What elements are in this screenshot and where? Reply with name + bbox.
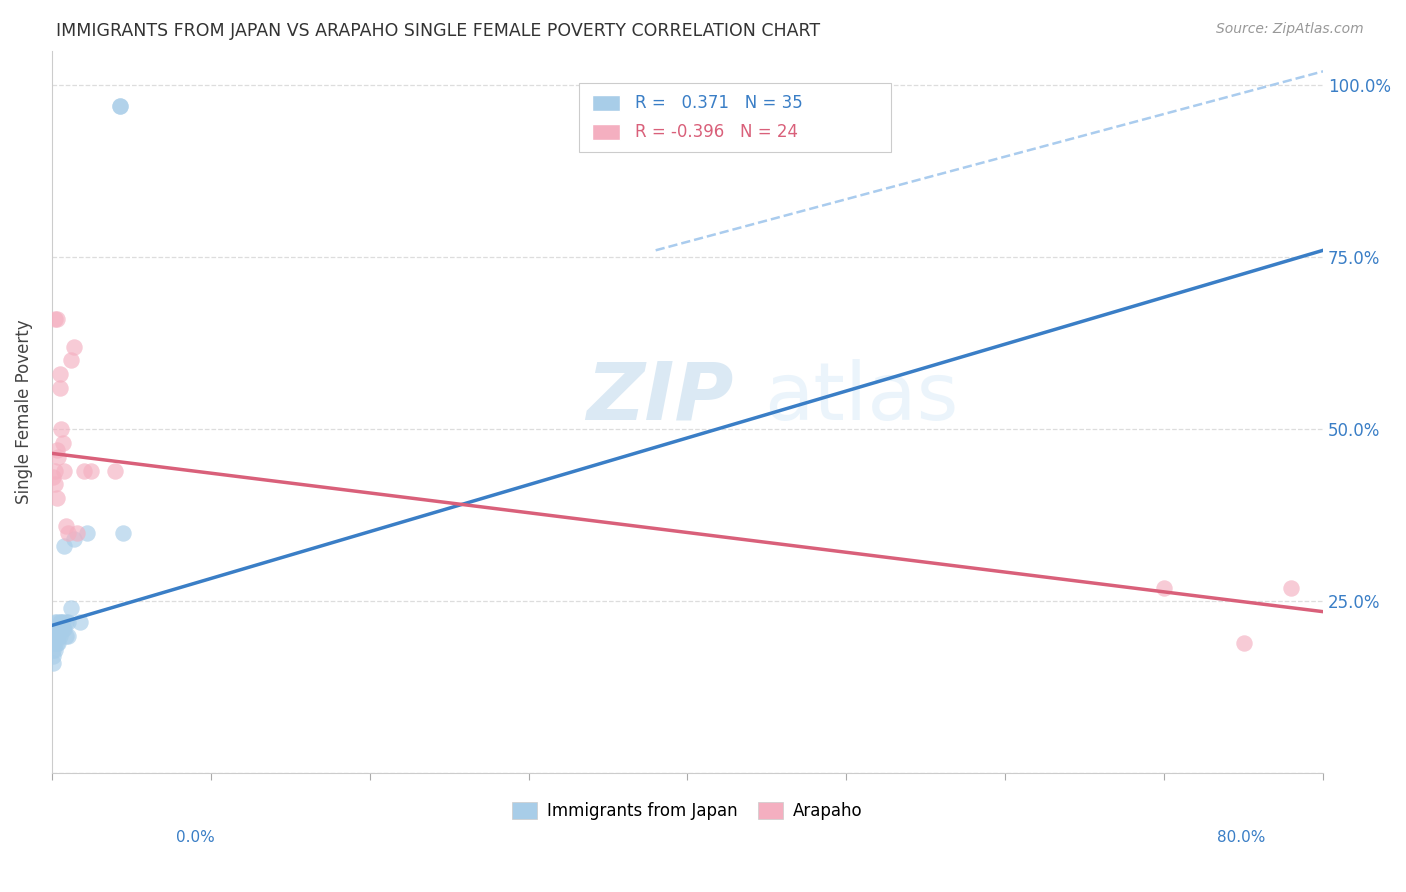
Point xyxy=(66,525,89,540)
Point xyxy=(45,491,67,505)
Point xyxy=(52,615,75,629)
Point xyxy=(45,629,67,643)
Point xyxy=(56,629,79,643)
Point xyxy=(48,381,70,395)
Point xyxy=(55,615,77,629)
Text: R = -0.396   N = 24: R = -0.396 N = 24 xyxy=(636,123,799,141)
Point xyxy=(1279,581,1302,595)
Point xyxy=(44,615,66,629)
Point xyxy=(46,450,69,464)
Text: 80.0%: 80.0% xyxy=(1218,830,1265,845)
Point xyxy=(53,464,76,478)
Point xyxy=(52,622,75,636)
Point xyxy=(48,629,70,643)
Text: atlas: atlas xyxy=(763,359,957,436)
Point xyxy=(42,642,65,657)
Point xyxy=(51,422,73,436)
Text: Source: ZipAtlas.com: Source: ZipAtlas.com xyxy=(1216,22,1364,37)
Point xyxy=(112,525,135,540)
Point xyxy=(63,533,86,547)
Bar xyxy=(592,95,620,112)
Point xyxy=(63,340,86,354)
Point xyxy=(108,99,131,113)
Point xyxy=(1153,581,1175,595)
Point xyxy=(46,622,69,636)
Bar xyxy=(579,83,891,152)
Bar xyxy=(592,124,620,140)
Text: IMMIGRANTS FROM JAPAN VS ARAPAHO SINGLE FEMALE POVERTY CORRELATION CHART: IMMIGRANTS FROM JAPAN VS ARAPAHO SINGLE … xyxy=(56,22,820,40)
Point xyxy=(52,436,75,450)
Point xyxy=(44,464,66,478)
Point xyxy=(46,629,69,643)
Point xyxy=(80,464,103,478)
Point xyxy=(53,539,76,553)
Point xyxy=(45,312,67,326)
Point xyxy=(72,464,94,478)
Point xyxy=(51,615,73,629)
Text: 0.0%: 0.0% xyxy=(176,830,215,845)
Point xyxy=(668,99,690,113)
Point xyxy=(42,470,65,484)
Point xyxy=(59,601,82,615)
Point xyxy=(59,353,82,368)
Point xyxy=(48,615,70,629)
Point xyxy=(69,615,91,629)
Point xyxy=(108,99,131,113)
Point xyxy=(45,615,67,629)
Point xyxy=(42,657,65,671)
Text: ZIP: ZIP xyxy=(586,359,733,436)
Point xyxy=(51,622,73,636)
Point xyxy=(42,635,65,649)
Point xyxy=(45,442,67,457)
Y-axis label: Single Female Poverty: Single Female Poverty xyxy=(15,319,32,504)
Point xyxy=(44,622,66,636)
Point xyxy=(1233,635,1256,649)
Legend: Immigrants from Japan, Arapaho: Immigrants from Japan, Arapaho xyxy=(506,795,869,827)
Point xyxy=(76,525,98,540)
Point xyxy=(44,477,66,491)
Point xyxy=(46,635,69,649)
Point xyxy=(44,642,66,657)
Point xyxy=(42,649,65,664)
Point xyxy=(44,635,66,649)
Point xyxy=(55,629,77,643)
Point xyxy=(45,635,67,649)
Point xyxy=(55,518,77,533)
Point xyxy=(48,368,70,382)
Point xyxy=(104,464,127,478)
Point xyxy=(53,622,76,636)
Point xyxy=(56,615,79,629)
Point xyxy=(44,312,66,326)
Point xyxy=(42,629,65,643)
Point xyxy=(48,622,70,636)
Point xyxy=(56,525,79,540)
Point xyxy=(45,622,67,636)
Text: R =   0.371   N = 35: R = 0.371 N = 35 xyxy=(636,95,803,112)
Point xyxy=(44,629,66,643)
